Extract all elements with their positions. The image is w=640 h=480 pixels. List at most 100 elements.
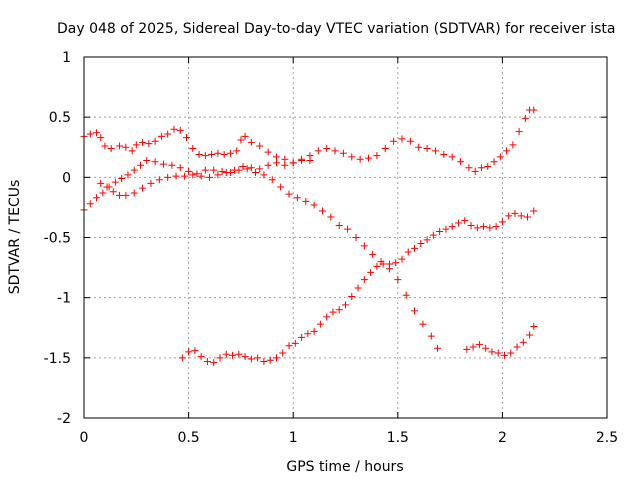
data-point: [423, 236, 431, 244]
data-point: [239, 163, 247, 171]
data-point: [302, 197, 310, 205]
data-point: [304, 330, 312, 338]
data-point: [331, 147, 339, 155]
data-point: [291, 339, 299, 347]
data-point: [306, 156, 314, 164]
data-point: [500, 351, 508, 359]
data-point: [130, 166, 138, 174]
data-point: [344, 225, 352, 233]
data-point: [385, 260, 393, 268]
data-point: [256, 165, 264, 173]
data-point: [254, 354, 262, 362]
data-point: [390, 137, 398, 145]
data-point: [348, 292, 356, 300]
data-point: [122, 191, 130, 199]
data-point: [210, 166, 218, 174]
data-point: [97, 134, 105, 142]
data-point: [176, 126, 184, 134]
data-point: [277, 183, 285, 191]
data-point: [310, 201, 318, 209]
data-point: [86, 130, 94, 138]
x-axis-label: GPS time / hours: [286, 459, 403, 475]
data-point: [197, 353, 205, 361]
data-point: [111, 178, 119, 186]
data-point: [157, 132, 165, 140]
data-point: [260, 171, 268, 179]
data-point: [143, 156, 151, 164]
data-point: [151, 158, 159, 166]
data-point: [484, 163, 492, 171]
series-4: [178, 207, 538, 367]
data-point: [93, 194, 101, 202]
data-point: [116, 142, 124, 150]
data-point: [415, 143, 423, 151]
data-point: [243, 165, 251, 173]
data-point: [323, 313, 331, 321]
data-point: [454, 219, 462, 227]
data-point: [214, 149, 222, 157]
data-point: [524, 213, 532, 221]
data-point: [498, 218, 506, 226]
data-point: [241, 353, 249, 361]
data-point: [398, 135, 406, 143]
data-point: [214, 171, 222, 179]
data-point: [139, 184, 147, 192]
data-point: [429, 231, 437, 239]
data-point: [247, 138, 255, 146]
data-point: [155, 176, 163, 184]
data-point: [285, 190, 293, 198]
data-point: [128, 147, 136, 155]
y-tick-label: 0.5: [49, 110, 71, 126]
data-point: [197, 172, 205, 180]
data-point: [229, 351, 237, 359]
data-point: [93, 129, 101, 137]
data-point: [233, 147, 241, 155]
data-point: [130, 189, 138, 197]
data-point: [201, 166, 209, 174]
data-point: [482, 344, 490, 352]
data-point: [471, 167, 479, 175]
data-point: [86, 200, 94, 208]
data-point: [488, 348, 496, 356]
x-tick-label: 2: [498, 430, 507, 446]
y-tick-label: -1.5: [44, 351, 71, 367]
data-point: [266, 356, 274, 364]
data-point: [329, 308, 337, 316]
data-point: [373, 152, 381, 160]
data-point: [530, 207, 538, 215]
data-point: [180, 172, 188, 180]
chart-title: Day 048 of 2025, Sidereal Day-to-day VTE…: [57, 21, 615, 37]
data-point: [496, 153, 504, 161]
axis-ticks: 0 0.5 1 1.5 2 2.5 -2 -1.5 -1 -0.5 0 0.5 1: [44, 50, 618, 446]
data-point: [494, 349, 502, 357]
data-point: [323, 144, 331, 152]
data-point: [335, 221, 343, 229]
data-point: [392, 259, 400, 267]
data-point: [279, 349, 287, 357]
y-axis-label: SDTVAR / TECUs: [7, 180, 23, 295]
grid-lines: [84, 57, 607, 418]
data-point: [170, 125, 178, 133]
data-point: [381, 144, 389, 152]
data-point: [145, 140, 153, 148]
data-point: [298, 155, 306, 163]
data-point: [172, 172, 180, 180]
data-point: [222, 350, 230, 358]
data-point: [203, 357, 211, 365]
data-point: [521, 114, 529, 122]
data-point: [513, 343, 521, 351]
data-point: [335, 306, 343, 314]
data-point: [434, 344, 442, 352]
data-point: [216, 354, 224, 362]
data-point: [210, 359, 218, 367]
data-point: [463, 345, 471, 353]
series-3: [97, 155, 314, 199]
data-point: [107, 144, 115, 152]
data-point: [193, 170, 201, 178]
data-point: [457, 158, 465, 166]
data-point: [185, 348, 193, 356]
data-point: [507, 349, 515, 357]
data-point: [103, 183, 111, 191]
data-point: [342, 301, 349, 309]
data-point: [176, 164, 184, 172]
